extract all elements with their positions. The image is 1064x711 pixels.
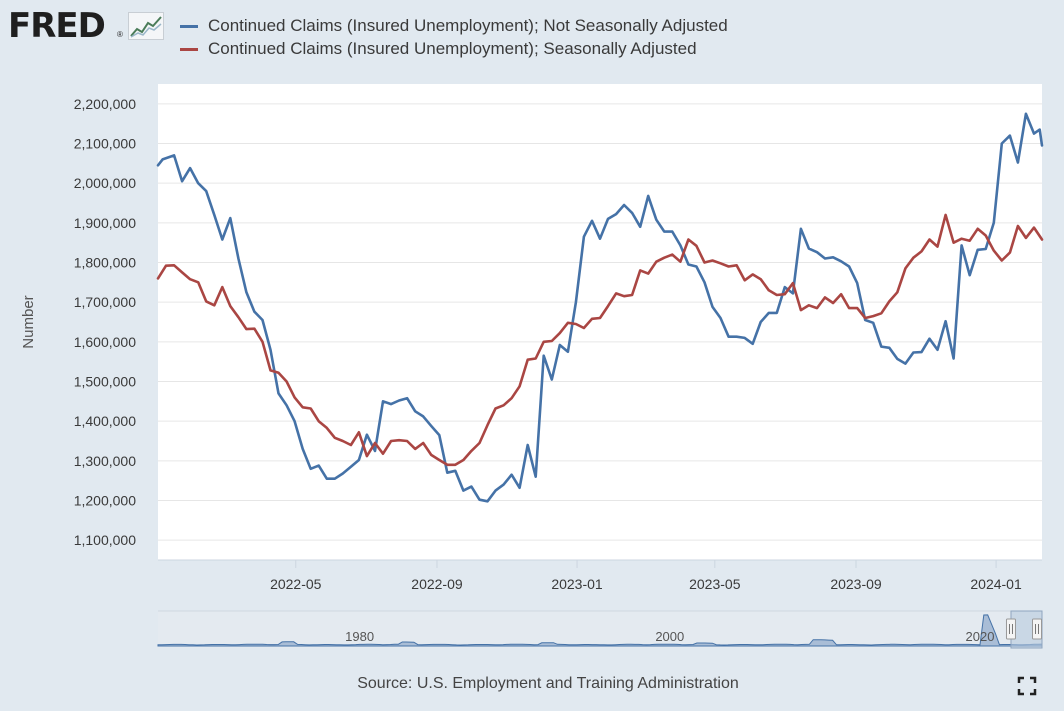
y-axis-ticks: 1,100,000 1,200,000 1,300,000 1,400,000 1,50…	[74, 96, 136, 548]
y-tick-label: 1,200,000	[74, 493, 136, 509]
y-tick-label: 2,000,000	[74, 175, 136, 191]
plot-area[interactable]	[158, 84, 1042, 560]
y-tick-label: 1,900,000	[74, 215, 136, 231]
legend-label-nsa: Continued Claims (Insured Unemployment);…	[208, 16, 728, 35]
x-tick-label: 2023-05	[689, 576, 741, 592]
y-tick-label: 1,500,000	[74, 374, 136, 390]
navigator-background	[158, 611, 1042, 648]
registered-mark: ®	[117, 30, 123, 39]
series-lines	[156, 112, 1044, 503]
navigator-series-area	[157, 614, 1043, 647]
x-tick-label: 2023-01	[551, 576, 603, 592]
legend-swatch-nsa	[180, 24, 198, 28]
grid-lines	[158, 103, 1042, 541]
source-note: Source: U.S. Employment and Training Adm…	[357, 675, 739, 692]
y-tick-label: 1,800,000	[74, 255, 136, 271]
y-tick-label: 1,700,000	[74, 294, 136, 310]
fred-logo[interactable]: FRED	[8, 6, 106, 46]
navigator-label: 1980	[345, 629, 374, 644]
x-axis-ticks: 2022-05 2022-09 2023-01 2023-05 2023-09 2024-…	[158, 559, 1042, 592]
x-tick-label: 2022-05	[270, 576, 322, 592]
trend-chart-icon	[128, 12, 164, 40]
legend-item-nsa[interactable]: Continued Claims (Insured Unemployment);…	[180, 16, 728, 36]
legend-swatch-sa	[180, 47, 198, 51]
series-line-nsa[interactable]	[156, 112, 1044, 503]
navigator-handle-left[interactable]	[1005, 618, 1016, 640]
navigator-labels: 1980 2000 2020	[345, 629, 994, 644]
series-line-sa[interactable]	[156, 213, 1044, 467]
y-tick-label: 2,200,000	[74, 96, 136, 112]
x-tick-label: 2023-09	[830, 576, 882, 592]
y-tick-label: 1,300,000	[74, 453, 136, 469]
x-tick-label: 2022-09	[411, 576, 463, 592]
y-axis-title: Number	[20, 295, 37, 348]
x-tick-label: 2024-01	[970, 576, 1022, 592]
legend-label-sa: Continued Claims (Insured Unemployment);…	[208, 39, 697, 58]
fullscreen-icon[interactable]	[1017, 676, 1037, 696]
y-tick-label: 1,400,000	[74, 413, 136, 429]
y-tick-label: 1,100,000	[74, 532, 136, 548]
navigator-label: 2000	[655, 629, 684, 644]
y-tick-label: 1,600,000	[74, 334, 136, 350]
navigator-label: 2020	[966, 629, 995, 644]
navigator[interactable]: 1980 2000 2020	[157, 610, 1043, 649]
navigator-handle-right[interactable]	[1032, 618, 1042, 640]
y-tick-label: 2,100,000	[74, 136, 136, 152]
legend-item-sa[interactable]: Continued Claims (Insured Unemployment);…	[180, 39, 697, 59]
